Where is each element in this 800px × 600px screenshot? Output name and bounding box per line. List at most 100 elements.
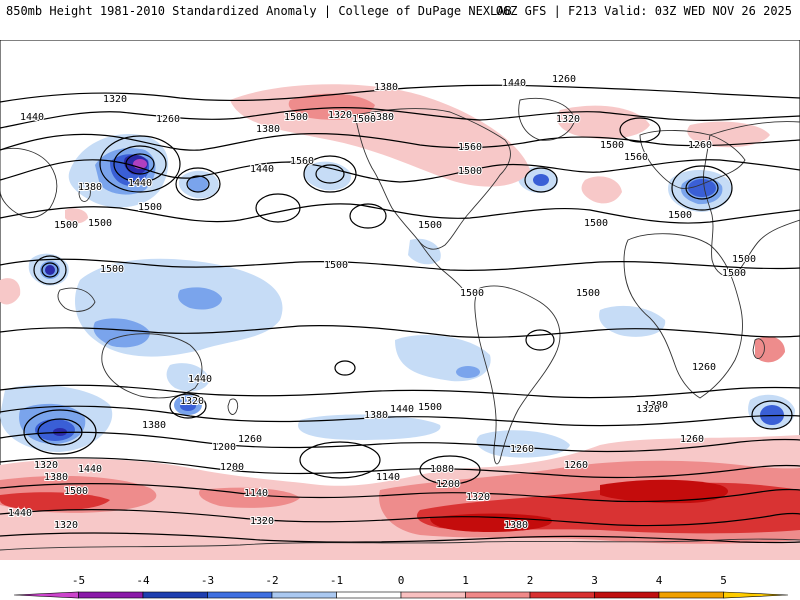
contour-label: 1080 — [430, 464, 454, 475]
contour-closed — [37, 418, 83, 446]
contour-label: 1500 — [668, 210, 692, 221]
coastline-maritime-se-asia — [57, 287, 96, 312]
coastline-madagascar — [752, 338, 765, 359]
contour-label: 1260 — [510, 444, 534, 455]
contour-label: 1500 — [600, 140, 624, 151]
coastline-south-america — [474, 285, 561, 465]
colorbar-swatch — [271, 591, 337, 599]
contour-closed — [23, 409, 97, 455]
contour-label: 1500 — [418, 220, 442, 231]
contour-label: 1500 — [460, 288, 484, 299]
colorbar-swatch — [142, 591, 208, 599]
contour-closed — [255, 193, 301, 223]
contour-label: 1500 — [64, 486, 88, 497]
colorbar-swatch — [207, 591, 273, 599]
contour-label: 1140 — [244, 488, 268, 499]
coastlines — [0, 97, 800, 551]
contour-label: 1320 — [103, 94, 127, 105]
contour-closed — [33, 255, 67, 285]
contour-label: 1200 — [436, 479, 460, 490]
anomaly-region — [65, 208, 88, 224]
contour-label: 1560 — [290, 156, 314, 167]
contour-closed — [751, 400, 793, 430]
contour-line — [0, 405, 800, 427]
coastline-japan — [78, 182, 91, 202]
contour-closed — [619, 117, 661, 143]
anomaly-region — [687, 121, 770, 148]
coastline-east-asia — [0, 147, 58, 219]
anomaly-region — [688, 179, 716, 197]
contour-label: 1380 — [504, 520, 528, 531]
contour-closed — [169, 393, 207, 419]
contour-label: 1200 — [212, 442, 236, 453]
anomaly-region — [178, 287, 222, 310]
anomaly-region — [93, 318, 150, 348]
anomaly-region — [533, 174, 549, 186]
contour-closed — [41, 262, 59, 278]
contour-label: 1500 — [284, 112, 308, 123]
contour-closed — [349, 203, 387, 229]
contour-label: 1440 — [20, 112, 44, 123]
colorbar-tick-label: 5 — [720, 574, 727, 587]
contour-closed — [99, 135, 181, 193]
contour-label: 1500 — [584, 218, 608, 229]
contour-label: 1200 — [220, 462, 244, 473]
colorbar-ticks: -5 -4 -3 -2 -1 0 1 2 3 4 5 — [72, 574, 727, 587]
contour-label: 1500 — [54, 220, 78, 231]
colorbar-tick-label: 0 — [398, 574, 405, 587]
contour-label: 1500 — [100, 264, 124, 275]
coastline-asia — [702, 121, 800, 277]
contour-label: 1140 — [376, 472, 400, 483]
contour-label: 1440 — [502, 78, 526, 89]
contour-label: 1500 — [324, 260, 348, 271]
contour-label: 1260 — [688, 140, 712, 151]
contour-label: 1500 — [732, 254, 756, 265]
contour-label: 1320 — [328, 110, 352, 121]
anomaly-region — [199, 487, 300, 508]
contour-closed — [524, 167, 558, 193]
contour-label: 1380 — [142, 420, 166, 431]
contour-label: 1380 — [374, 82, 398, 93]
contour-line — [0, 258, 800, 271]
contour-closed — [525, 329, 555, 351]
contour-closed — [685, 176, 719, 200]
coastline-africa — [623, 233, 743, 399]
colorbar-tick-label: 4 — [656, 574, 663, 587]
contour-label: 1440 — [128, 178, 152, 189]
contour-label: 1320 — [34, 460, 58, 471]
contour-label: 1440 — [390, 404, 414, 415]
chart-title: 850mb Height 1981-2010 Standardized Anom… — [6, 4, 512, 18]
anomaly-region — [45, 265, 55, 275]
contour-line — [0, 84, 800, 103]
contour-line — [0, 532, 800, 544]
anomaly-region — [180, 401, 196, 411]
contour-label: 1260 — [552, 74, 576, 85]
colorbar-swatch — [658, 591, 724, 599]
contour-label: 1500 — [418, 402, 442, 413]
contour-line — [0, 483, 800, 503]
colorbar-tick-label: -3 — [201, 574, 214, 587]
contour-label: 1320 — [636, 404, 660, 415]
colorbar-swatch — [78, 591, 144, 599]
contour-label: 1260 — [680, 434, 704, 445]
contour-closed — [175, 167, 221, 201]
contour-closed — [671, 165, 733, 211]
contour-label: 1320 — [556, 114, 580, 125]
contour-label: 1380 — [78, 182, 102, 193]
contour-label: 1560 — [458, 142, 482, 153]
contour-label: 1380 — [644, 400, 668, 411]
contour-closed — [299, 441, 381, 479]
contour-label: 1260 — [564, 460, 588, 471]
negative-anomaly-shading — [0, 134, 795, 458]
contour-line — [0, 325, 800, 338]
contour-closed — [315, 164, 345, 184]
anomaly-region — [581, 176, 622, 204]
colorbar-tick-label: 2 — [527, 574, 534, 587]
contour-closed — [303, 155, 357, 193]
contour-line — [0, 384, 800, 399]
anomaly-region — [166, 363, 210, 392]
coastline-australia — [101, 333, 203, 399]
colorbar-swatch — [529, 591, 595, 599]
